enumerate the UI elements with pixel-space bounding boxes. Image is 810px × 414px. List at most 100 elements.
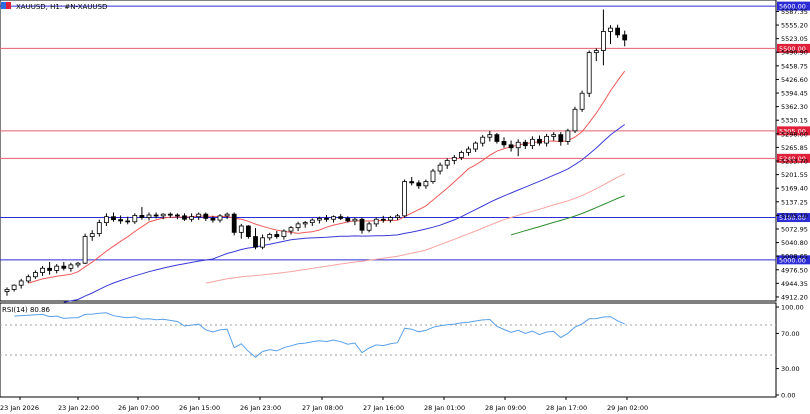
candle-body — [416, 182, 422, 187]
candle-body — [395, 215, 400, 218]
candles — [4, 9, 628, 296]
candle-body — [466, 148, 471, 153]
candle-body — [331, 216, 337, 220]
price-tick-label: 5458.75 — [781, 62, 808, 70]
price-tick-label: 5555.20 — [781, 22, 808, 30]
candle-body — [352, 218, 358, 222]
candle-body — [586, 52, 592, 94]
candle-body — [423, 181, 429, 187]
price-pane[interactable] — [0, 0, 777, 302]
price-tick-label: 5426.60 — [781, 76, 808, 84]
candle-body — [309, 219, 315, 224]
candle-body — [366, 223, 372, 231]
candle-body — [189, 216, 195, 220]
price-tick-label: 5137.25 — [781, 198, 808, 206]
candle-body — [139, 215, 145, 218]
price-tick-label: 5169.40 — [781, 185, 808, 193]
candle-body — [25, 276, 31, 282]
rsi-pane[interactable] — [0, 302, 777, 398]
candle-body — [153, 214, 159, 217]
price-tick-label: 5298.00 — [781, 130, 808, 138]
price-tick-label: 5072.95 — [781, 225, 808, 233]
flag-icon-right — [6, 2, 11, 9]
candle-body — [182, 215, 187, 220]
candle-body — [387, 217, 393, 221]
candle-body — [61, 265, 67, 269]
candle-body — [118, 219, 123, 222]
candle-body — [579, 92, 585, 110]
candle-body — [68, 264, 74, 269]
candle-body — [565, 130, 571, 142]
level-badge-label: 5500.00 — [779, 45, 806, 53]
candle-body — [608, 27, 613, 32]
time-tick-label: 28 Jan 09:00 — [485, 404, 526, 412]
rsi-tick-label: 30.00 — [781, 365, 800, 373]
rsi-tick-label: 100.00 — [781, 304, 804, 312]
price-tick-label: 5587.35 — [781, 8, 808, 16]
candle-body — [210, 217, 216, 221]
ma-mid-line — [63, 124, 625, 303]
candle-body — [267, 234, 273, 239]
candle-body — [622, 34, 628, 41]
candle-body — [444, 160, 450, 166]
level-badge-label: 5600.00 — [779, 3, 806, 11]
candle-body — [324, 217, 329, 220]
time-tick-label: 23 Jan 22:00 — [58, 404, 99, 412]
rsi-line — [14, 312, 625, 358]
candle-body — [437, 164, 443, 172]
candle-body — [245, 225, 251, 237]
candle-body — [89, 233, 95, 237]
candle-body — [54, 265, 60, 271]
time-tick-label: 26 Jan 23:00 — [240, 404, 281, 412]
candle-body — [515, 141, 521, 149]
candle-body — [253, 236, 258, 248]
candle-body — [260, 237, 266, 248]
candle-body — [338, 216, 344, 219]
candle-body — [174, 214, 180, 217]
candle-body — [160, 213, 166, 217]
candle-body — [11, 284, 17, 290]
price-tick-label: 5362.30 — [781, 103, 808, 111]
price-tick-label: 5233.70 — [781, 158, 808, 166]
candle-body — [47, 267, 52, 271]
candle-body — [593, 50, 599, 54]
candle-body — [132, 215, 138, 223]
candle-body — [203, 213, 209, 219]
candle-body — [302, 222, 308, 225]
candle-body — [238, 225, 244, 233]
candle-body — [409, 181, 415, 184]
candle-body — [558, 134, 564, 142]
horizontal-levels[interactable]: 5600.00 5500.00 5305.00 5240.00 5100.00 5000.… — [0, 1, 810, 265]
candle-body — [146, 214, 152, 218]
candle-body — [288, 227, 294, 232]
candle-body — [451, 157, 457, 161]
level-badge-label: 5000.00 — [779, 256, 806, 264]
candle-body — [111, 216, 116, 221]
candle-body — [274, 234, 280, 237]
price-tick-label: 5040.80 — [781, 239, 808, 247]
candle-body — [4, 289, 10, 292]
candle-body — [494, 134, 500, 142]
rsi-axis: 100.00 70.00 30.00 0.00 — [776, 304, 804, 400]
candle-body — [96, 222, 102, 235]
candle-body — [196, 213, 202, 218]
time-tick-label: 28 Jan 17:00 — [546, 404, 587, 412]
candle-body — [615, 27, 620, 36]
candle-body — [104, 216, 109, 224]
candle-body — [316, 217, 322, 221]
level-badge-label: 5240.00 — [779, 155, 806, 163]
candle-body — [530, 138, 535, 147]
time-tick-label: 27 Jan 16:00 — [363, 404, 404, 412]
ma-slow-line — [205, 173, 625, 284]
time-tick-label: 26 Jan 15:00 — [179, 404, 220, 412]
level-badge-label: 5100.00 — [779, 214, 806, 222]
level-badge — [777, 126, 810, 136]
candle-body — [601, 31, 606, 51]
level-badge — [777, 255, 810, 265]
time-tick-label: 29 Jan 02:00 — [607, 404, 648, 412]
time-tick-label: 27 Jan 08:00 — [302, 404, 343, 412]
time-tick-label: 28 Jan 01:00 — [424, 404, 465, 412]
price-tick-label: 4944.35 — [781, 280, 808, 288]
candle-body — [231, 213, 237, 233]
